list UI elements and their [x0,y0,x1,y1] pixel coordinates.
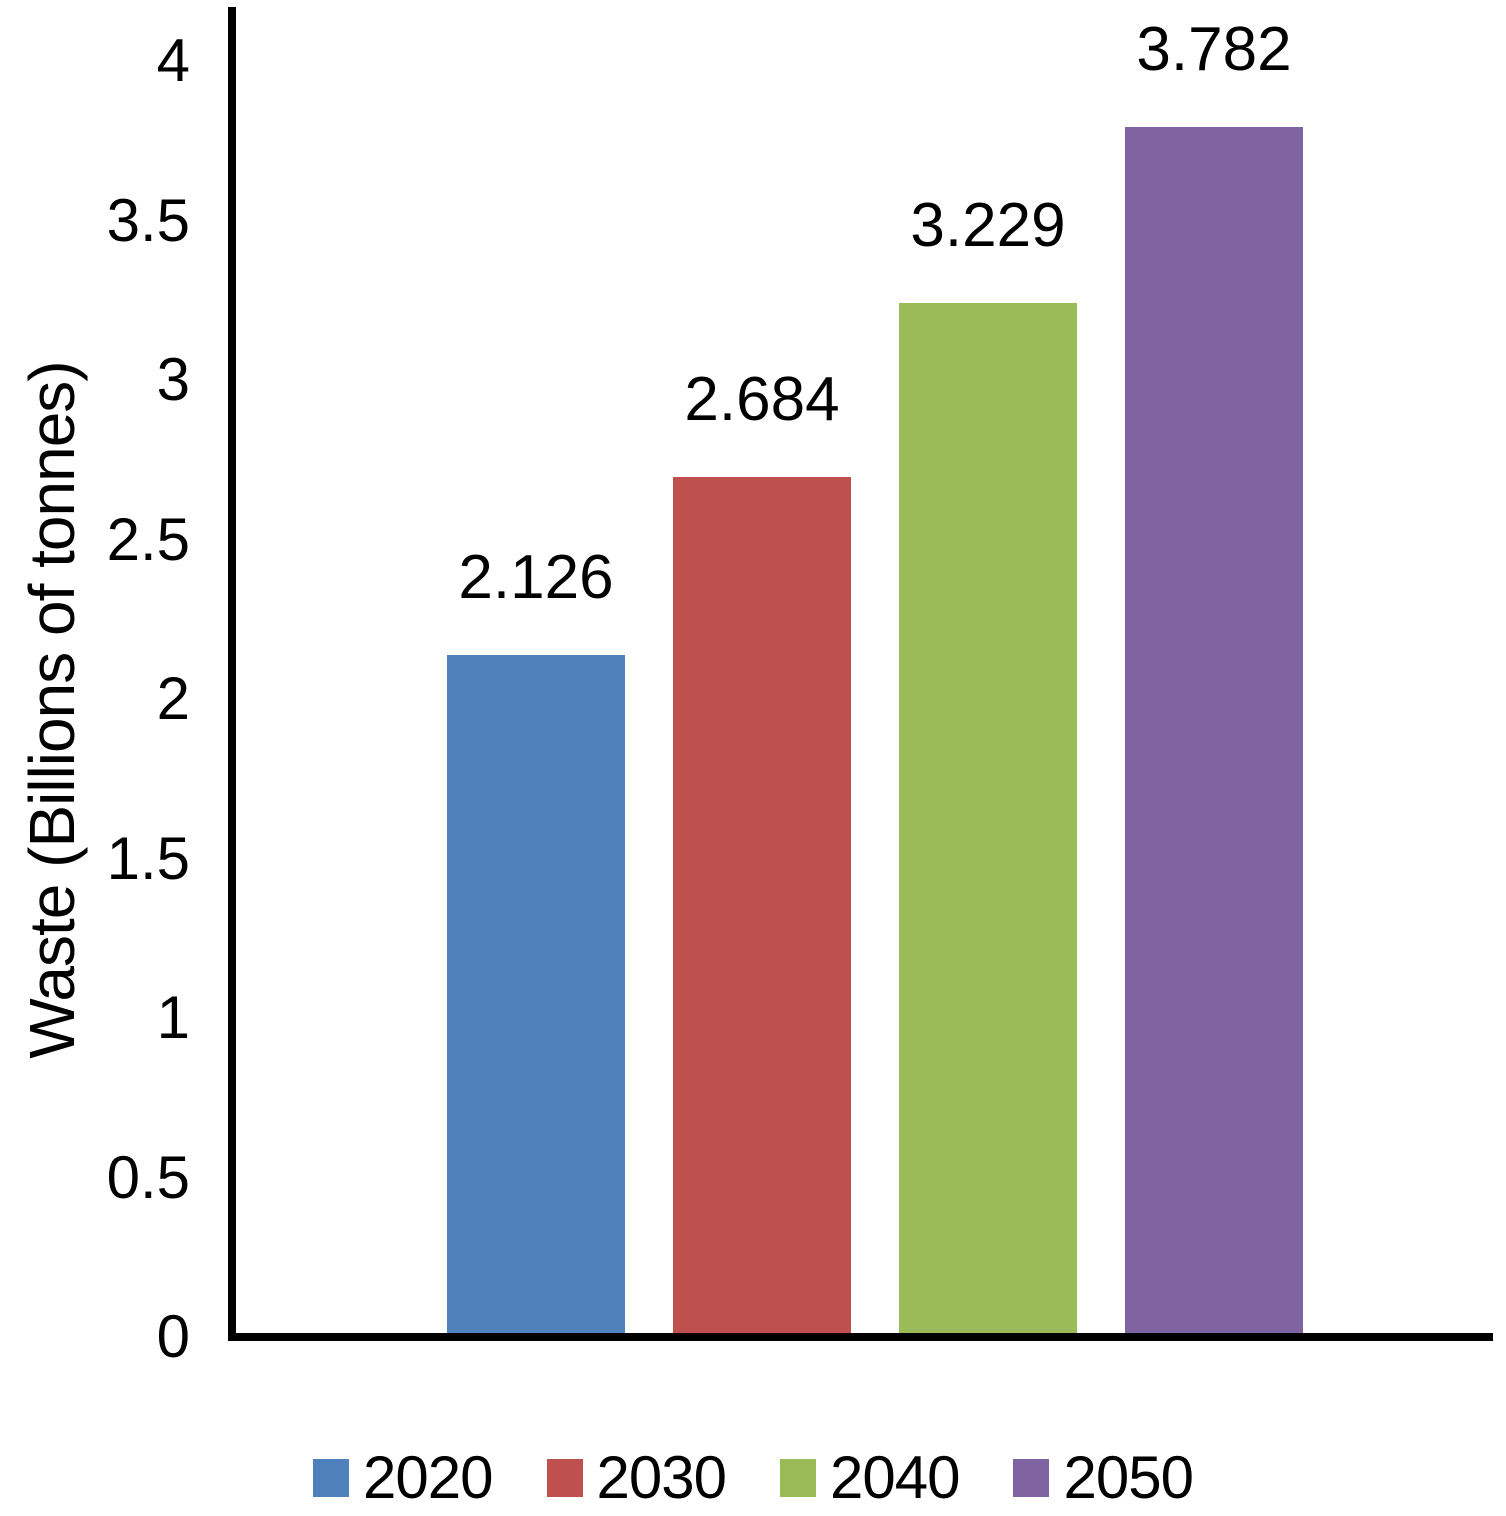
y-tick-label-4: 4 [156,27,190,94]
bar-value-label-2030: 2.684 [684,365,840,434]
legend-swatch-2040 [780,1459,816,1497]
bar-2040 [899,303,1077,1333]
y-tick-label-2.5: 2.5 [106,505,190,573]
legend: 2020 2030 2040 2050 [0,1448,1506,1508]
y-tick-label-0.5: 0.5 [106,1143,190,1211]
legend-label-2020: 2020 [363,1444,493,1511]
bar-value-label-2020: 2.126 [458,543,614,612]
bar-2020 [447,655,625,1333]
legend-item-2020: 2020 [313,1444,494,1511]
y-tick-label-3: 3 [156,346,190,413]
y-tick-label-1: 1 [156,984,190,1051]
y-tick-label-3.5: 3.5 [106,186,190,254]
legend-swatch-2020 [313,1459,350,1497]
x-axis-line [228,1333,1493,1341]
legend-label-2040: 2040 [830,1444,960,1511]
legend-label-2050: 2050 [1063,1444,1193,1511]
bar-value-label-2040: 3.229 [910,191,1066,260]
y-tick-label-0: 0 [156,1303,190,1370]
y-axis-line [228,7,236,1341]
legend-item-2030: 2030 [546,1444,727,1511]
legend-item-2050: 2050 [1013,1444,1194,1511]
bar-2050 [1125,127,1303,1333]
legend-item-2040: 2040 [780,1444,960,1511]
legend-swatch-2050 [1013,1459,1050,1497]
y-tick-label-2: 2 [156,665,190,732]
bar-2030 [673,477,851,1333]
bar-value-label-2050: 3.782 [1136,15,1292,84]
legend-label-2030: 2030 [596,1444,727,1511]
y-tick-label-1.5: 1.5 [106,824,190,892]
legend-swatch-2030 [546,1459,583,1497]
